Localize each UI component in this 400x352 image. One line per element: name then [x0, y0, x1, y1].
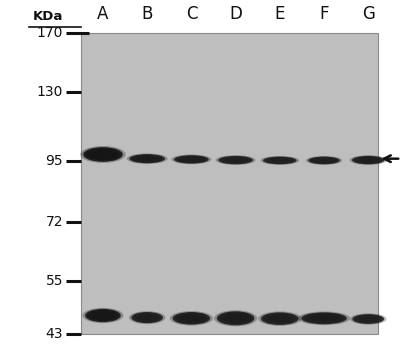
- Ellipse shape: [83, 147, 123, 162]
- Ellipse shape: [216, 155, 256, 165]
- Ellipse shape: [314, 158, 334, 163]
- Ellipse shape: [301, 312, 347, 324]
- Text: D: D: [229, 5, 242, 23]
- Ellipse shape: [354, 157, 382, 164]
- Text: 43: 43: [46, 327, 63, 341]
- Ellipse shape: [268, 315, 292, 323]
- Ellipse shape: [223, 314, 248, 323]
- Ellipse shape: [355, 315, 382, 323]
- Ellipse shape: [82, 308, 124, 323]
- Ellipse shape: [85, 309, 121, 322]
- Ellipse shape: [172, 312, 210, 325]
- Ellipse shape: [218, 156, 253, 164]
- Ellipse shape: [350, 155, 387, 165]
- Ellipse shape: [176, 156, 206, 163]
- Ellipse shape: [298, 312, 350, 325]
- Text: 72: 72: [46, 214, 63, 228]
- Text: B: B: [142, 5, 153, 23]
- Ellipse shape: [137, 314, 158, 321]
- Ellipse shape: [171, 155, 212, 164]
- Ellipse shape: [132, 155, 162, 163]
- Ellipse shape: [127, 153, 168, 164]
- Ellipse shape: [358, 157, 379, 163]
- Text: C: C: [186, 5, 197, 23]
- Ellipse shape: [179, 314, 204, 322]
- Ellipse shape: [180, 157, 203, 162]
- Text: 130: 130: [36, 85, 63, 99]
- Ellipse shape: [266, 157, 294, 164]
- Text: 55: 55: [46, 274, 63, 288]
- Ellipse shape: [170, 311, 213, 326]
- Ellipse shape: [263, 157, 297, 164]
- Ellipse shape: [136, 156, 159, 162]
- Ellipse shape: [220, 312, 252, 324]
- Text: F: F: [319, 5, 329, 23]
- Ellipse shape: [80, 146, 126, 163]
- Ellipse shape: [217, 311, 254, 325]
- Ellipse shape: [221, 157, 250, 164]
- Ellipse shape: [174, 155, 209, 164]
- Text: KDa: KDa: [32, 10, 63, 23]
- Ellipse shape: [305, 313, 343, 323]
- Ellipse shape: [90, 150, 116, 159]
- Ellipse shape: [261, 312, 299, 325]
- Ellipse shape: [131, 312, 163, 323]
- Text: E: E: [275, 5, 285, 23]
- Ellipse shape: [91, 311, 114, 320]
- Ellipse shape: [129, 154, 165, 163]
- FancyBboxPatch shape: [81, 33, 378, 334]
- Ellipse shape: [306, 156, 342, 165]
- Text: 170: 170: [36, 26, 63, 40]
- Text: 95: 95: [45, 154, 63, 168]
- Ellipse shape: [224, 157, 247, 163]
- Ellipse shape: [175, 313, 207, 324]
- Ellipse shape: [264, 313, 296, 324]
- Ellipse shape: [352, 156, 384, 164]
- Ellipse shape: [258, 312, 302, 326]
- Ellipse shape: [269, 158, 291, 163]
- Text: A: A: [97, 5, 109, 23]
- Ellipse shape: [86, 148, 120, 161]
- Ellipse shape: [309, 314, 339, 322]
- Ellipse shape: [129, 311, 165, 324]
- Ellipse shape: [214, 310, 257, 326]
- Ellipse shape: [88, 310, 118, 321]
- Ellipse shape: [352, 314, 384, 324]
- Ellipse shape: [350, 313, 386, 325]
- Ellipse shape: [308, 157, 340, 164]
- Ellipse shape: [358, 316, 378, 322]
- Text: G: G: [362, 5, 375, 23]
- Ellipse shape: [260, 156, 299, 165]
- Ellipse shape: [134, 313, 161, 322]
- Ellipse shape: [310, 157, 338, 164]
